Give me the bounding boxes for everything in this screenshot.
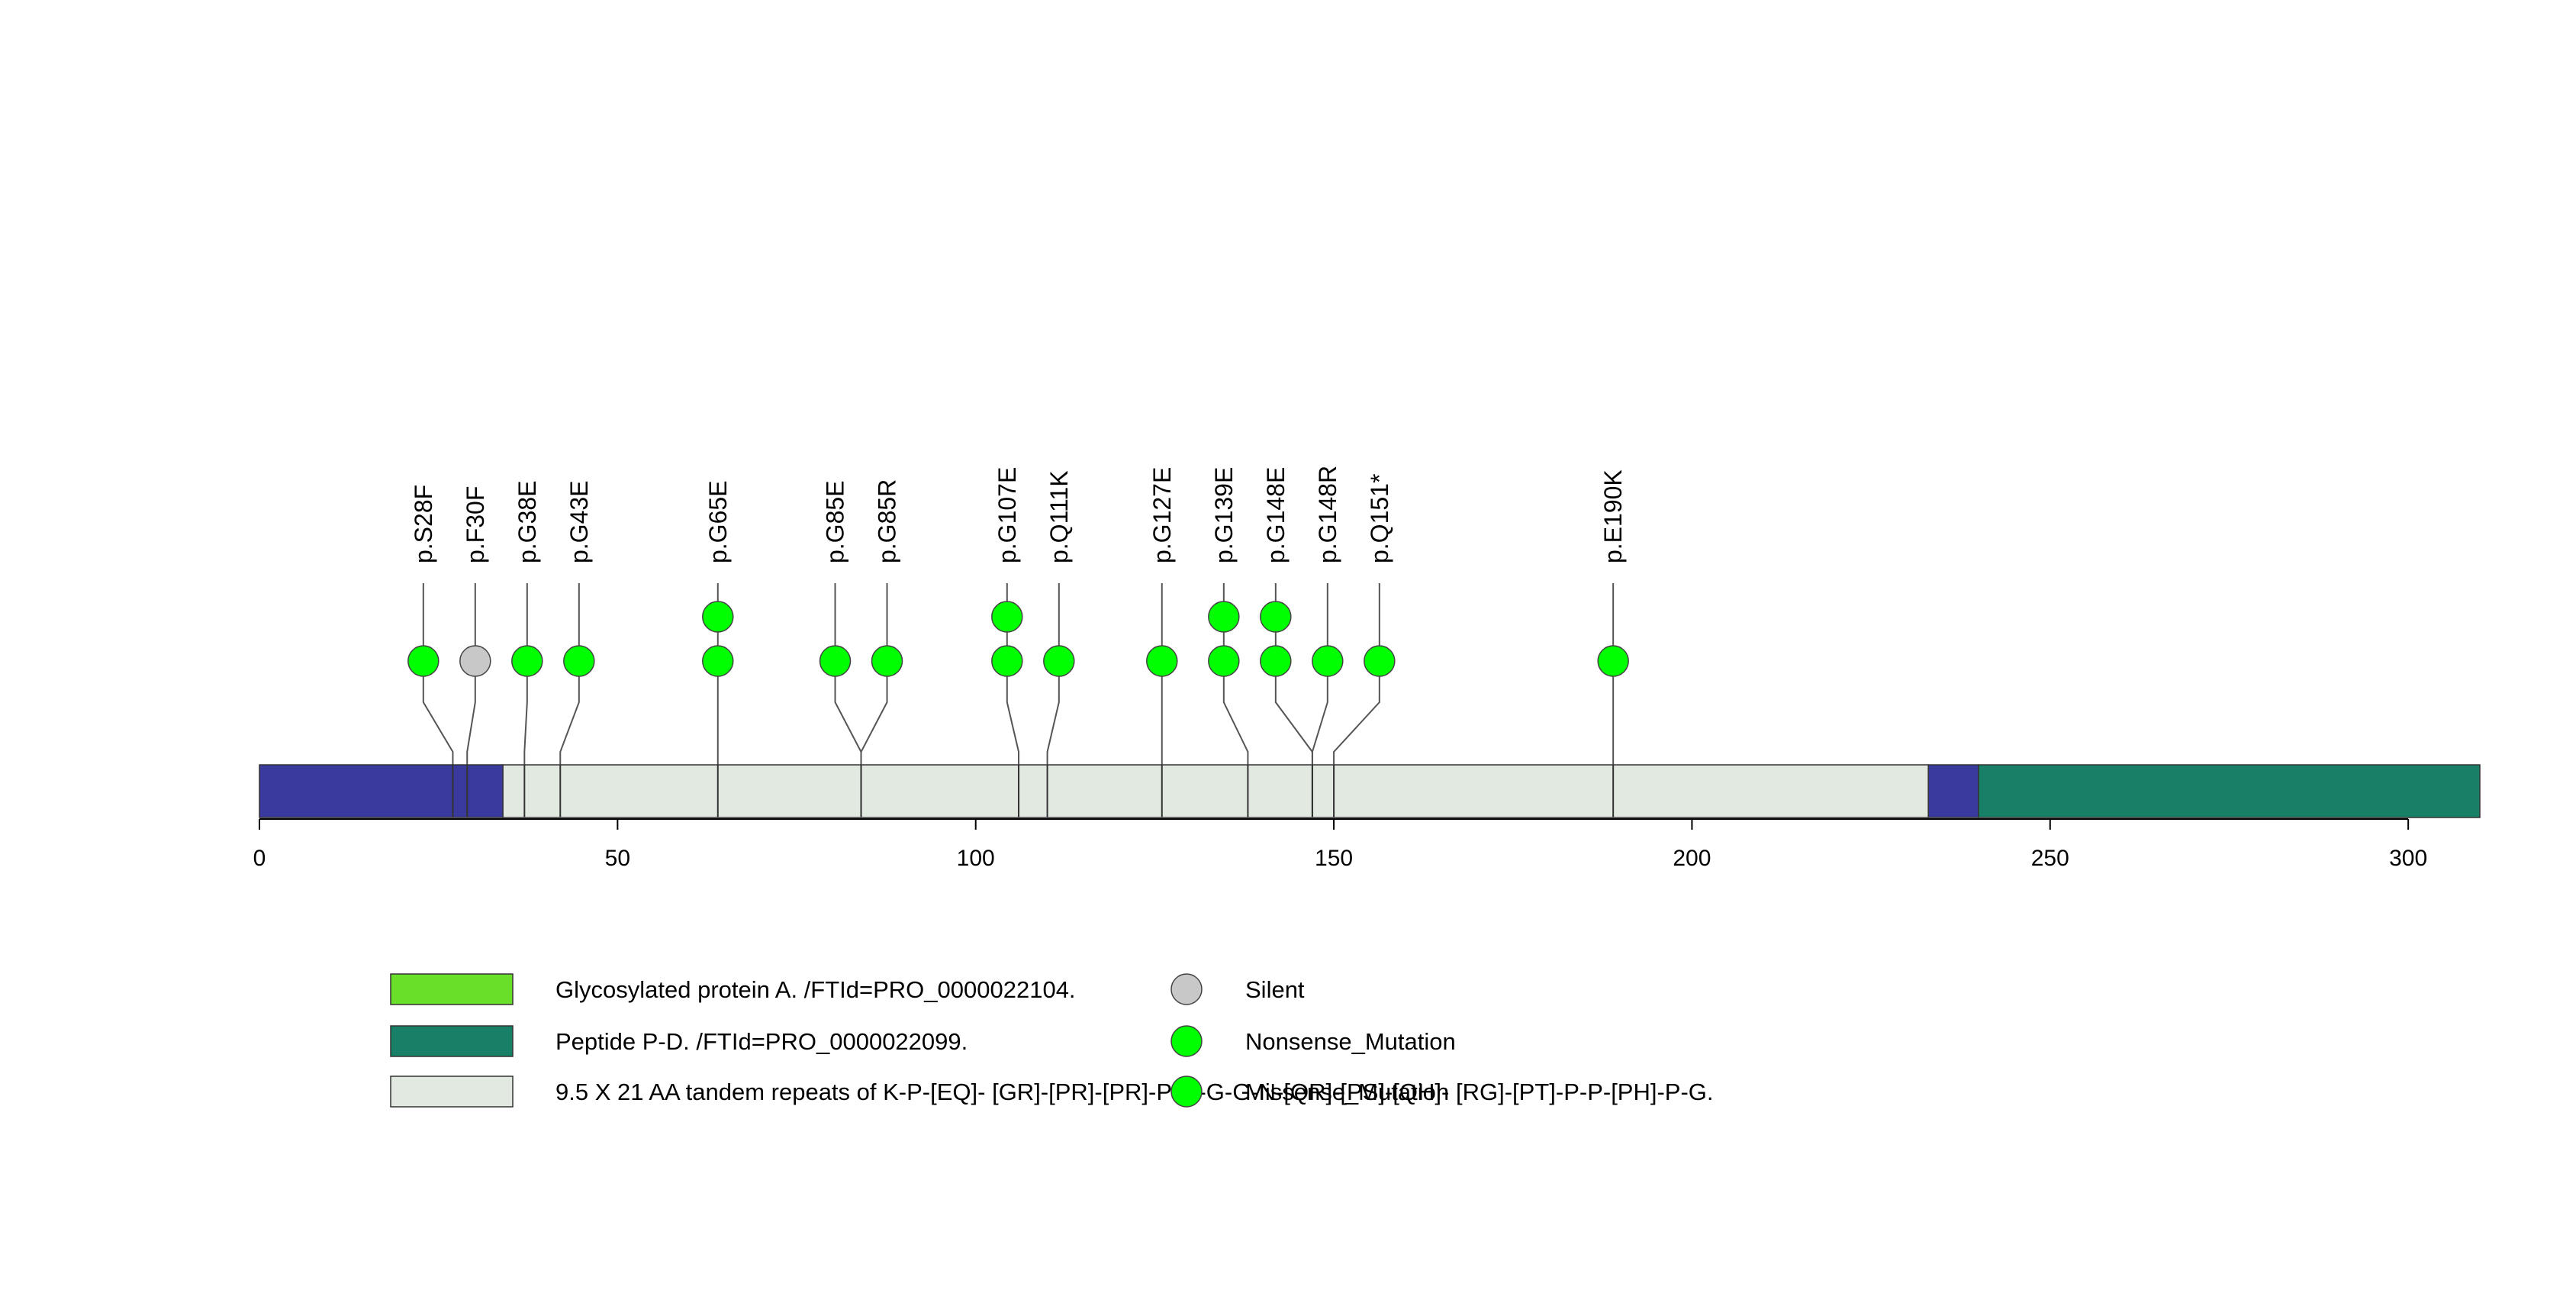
mutation-dot-p-g85e-1 xyxy=(819,645,852,677)
legend-domain-label-3: 9.5 X 21 AA tandem repeats of K-P-[EQ]- … xyxy=(555,1079,1714,1105)
mutation-dot-p-g148r-1 xyxy=(1312,645,1344,677)
mutation-label-p-g127e: p.G127E xyxy=(1148,467,1176,563)
mutation-dot-p-g139e-1 xyxy=(1208,645,1240,677)
mutation-dot-p-g148e-2 xyxy=(1260,601,1292,633)
mutation-dot-p-g148e-1 xyxy=(1260,645,1292,677)
x-tick-label-250: 250 xyxy=(2031,846,2069,871)
protein-domains xyxy=(259,764,2481,818)
domain-segment-2 xyxy=(502,764,1929,818)
x-tick-label-150: 150 xyxy=(1315,846,1353,871)
legend-domain-swatch-1 xyxy=(390,973,514,1005)
mutation-label-p-s28f: p.S28F xyxy=(410,485,437,563)
mutation-legend: Silent Nonsense_Mutation Missense_Mutation xyxy=(1170,973,1456,1108)
mutation-dot-p-f30f-1 xyxy=(459,645,491,677)
mutation-dot-p-g127e-1 xyxy=(1146,645,1178,677)
mutation-dot-p-g65e-2 xyxy=(702,601,734,633)
mutation-dot-p-g107e-1 xyxy=(991,645,1023,677)
mutation-label-p-e190k: p.E190K xyxy=(1599,469,1627,563)
mutation-label-p-g85r: p.G85R xyxy=(874,479,901,563)
mutation-label-p-g85e: p.G85E xyxy=(822,480,849,563)
mutation-dot-p-g139e-2 xyxy=(1208,601,1240,633)
x-tick-label-50: 50 xyxy=(605,846,630,871)
mutation-label-p-g43e: p.G43E xyxy=(565,480,593,563)
x-tick-label-300: 300 xyxy=(2389,846,2427,871)
legend-mutation-dot-missense-mutation xyxy=(1170,1076,1203,1108)
legend-domain-swatch-2 xyxy=(390,1025,514,1057)
mutation-label-p-g139e: p.G139E xyxy=(1210,467,1238,563)
x-axis: 0 50 100 150 200 250 300 xyxy=(253,818,2427,871)
legend-domain-swatch-3 xyxy=(390,1076,514,1108)
mutation-dot-p-g65e-1 xyxy=(702,645,734,677)
mutation-dots xyxy=(407,601,1629,677)
mutation-label-p-g65e: p.G65E xyxy=(704,480,732,563)
mutation-dot-p-q111k-1 xyxy=(1043,645,1075,677)
mutation-dot-p-q151-1 xyxy=(1364,645,1396,677)
x-tick-label-0: 0 xyxy=(253,846,266,871)
mutation-dot-p-e190k-1 xyxy=(1597,645,1629,677)
mutation-dot-p-g107e-2 xyxy=(991,601,1023,633)
domain-legend: Glycosylated protein A. /FTId=PRO_000002… xyxy=(390,973,1714,1108)
domain-segment-3 xyxy=(1927,764,1979,818)
mutation-dot-p-g85r-1 xyxy=(871,645,903,677)
domain-segment-1 xyxy=(259,764,504,818)
legend-mutation-label-nonsense-mutation: Nonsense_Mutation xyxy=(1245,1028,1456,1055)
mutation-label-p-g148r: p.G148R xyxy=(1314,466,1341,563)
mutation-label-p-q151: p.Q151* xyxy=(1366,474,1393,563)
mutation-label-p-f30f: p.F30F xyxy=(462,486,489,563)
mutation-label-p-g38e: p.G38E xyxy=(514,480,541,563)
mutation-dot-p-g38e-1 xyxy=(511,645,543,677)
legend-mutation-dot-silent xyxy=(1170,973,1203,1005)
mutation-label-p-g148e: p.G148E xyxy=(1262,467,1290,563)
mutation-dot-p-g43e-1 xyxy=(563,645,595,677)
mutation-label-p-g107e: p.G107E xyxy=(993,467,1021,563)
x-tick-label-100: 100 xyxy=(957,846,995,871)
mutation-dot-p-s28f-1 xyxy=(407,645,440,677)
x-tick-label-200: 200 xyxy=(1673,846,1711,871)
legend-mutation-label-missense-mutation: Missense_Mutation xyxy=(1245,1079,1449,1105)
mutation-label-p-q111k: p.Q111K xyxy=(1045,470,1073,563)
legend-mutation-dot-nonsense-mutation xyxy=(1170,1025,1203,1057)
legend-mutation-label-silent: Silent xyxy=(1245,976,1305,1003)
mutation-labels: p.S28F p.F30F p.G38E p.G43E p.G65E p.G85E p.G8… xyxy=(410,466,1627,563)
legend-domain-label-1: Glycosylated protein A. /FTId=PRO_000002… xyxy=(555,976,1076,1003)
legend-domain-label-2: Peptide P-D. /FTId=PRO_0000022099. xyxy=(555,1028,968,1055)
domain-segment-4 xyxy=(1978,764,2481,818)
